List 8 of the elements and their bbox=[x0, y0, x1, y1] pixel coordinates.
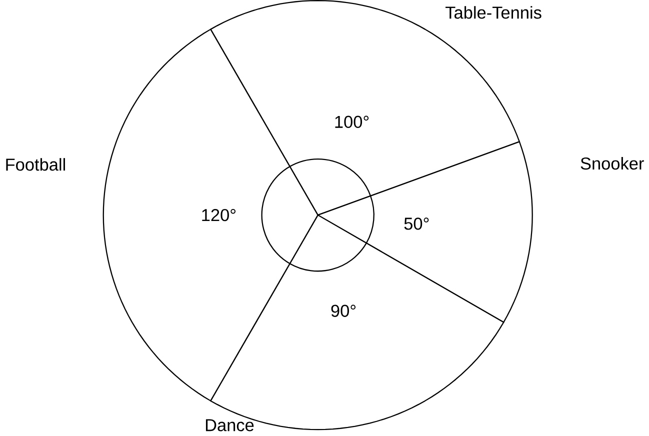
slice-label: Snooker bbox=[580, 156, 644, 170]
data-label: 50° bbox=[404, 218, 429, 230]
data-label: 90° bbox=[331, 304, 356, 317]
data-label: 100° bbox=[335, 116, 369, 128]
slice-label: Dance bbox=[206, 419, 254, 432]
slice-label: Table-Tennis bbox=[446, 6, 542, 19]
slice-label: Football bbox=[6, 158, 65, 171]
data-label: 120° bbox=[202, 208, 236, 222]
